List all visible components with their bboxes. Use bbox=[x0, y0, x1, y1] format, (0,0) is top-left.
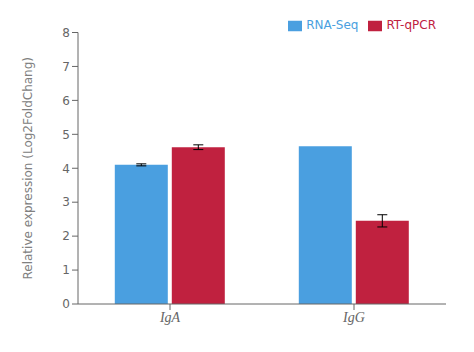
svg-text:2: 2 bbox=[62, 229, 70, 243]
svg-text:IgG: IgG bbox=[342, 310, 365, 325]
svg-text:7: 7 bbox=[62, 60, 70, 74]
svg-text:1: 1 bbox=[62, 263, 70, 277]
svg-text:IgA: IgA bbox=[159, 310, 181, 325]
svg-text:3: 3 bbox=[62, 195, 70, 209]
html-text:RT-qPCR: RT-qPCR bbox=[386, 18, 436, 32]
svg-text:Relative expression (Log2FoldC: Relative expression (Log2FoldChang) bbox=[21, 57, 35, 280]
html-text:RNA-Seq: RNA-Seq bbox=[306, 18, 359, 32]
svg-text:5: 5 bbox=[62, 128, 70, 142]
svg-text:6: 6 bbox=[62, 94, 70, 108]
svg-text:4: 4 bbox=[62, 162, 70, 176]
svg-text:8: 8 bbox=[62, 26, 70, 40]
svg-text:0: 0 bbox=[62, 297, 70, 311]
